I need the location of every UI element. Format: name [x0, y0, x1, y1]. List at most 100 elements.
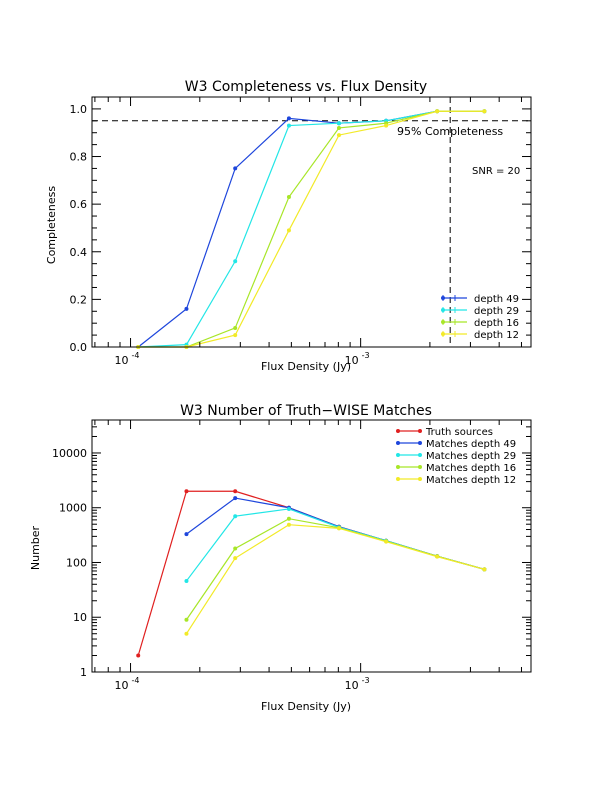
- legend-item: depth 29: [441, 306, 519, 317]
- y-tick-label: 10: [73, 611, 87, 624]
- completeness-chart: W3 Completeness vs. Flux Density Flux De…: [45, 79, 532, 373]
- data-point: [336, 526, 341, 531]
- plot-series: [136, 109, 487, 349]
- legend-item: Matches depth 49: [396, 439, 516, 450]
- data-point: [184, 489, 189, 494]
- data-point: [286, 522, 291, 527]
- series-line: [138, 110, 485, 348]
- data-point: [286, 506, 291, 511]
- data-point: [233, 496, 238, 501]
- legend-item: Matches depth 29: [396, 451, 516, 462]
- data-point: [482, 109, 487, 114]
- legend-marker: [396, 453, 400, 457]
- legend-marker: [396, 429, 400, 433]
- data-point: [336, 121, 341, 126]
- data-point: [286, 123, 291, 128]
- data-point: [233, 333, 238, 338]
- x-tick-label: 10: [115, 354, 129, 367]
- data-point: [233, 556, 238, 561]
- completeness-95-label: 95% Completeness: [397, 125, 503, 138]
- series-line: [138, 110, 485, 348]
- legend-label: Matches depth 29: [426, 451, 516, 462]
- x-tick-label-exponent: -4: [132, 351, 140, 360]
- data-point: [286, 116, 291, 121]
- y-tick-label: 0.0: [70, 341, 88, 354]
- data-point: [286, 516, 291, 521]
- legend-item: Matches depth 12: [396, 475, 516, 486]
- legend-marker: [441, 308, 445, 312]
- legend: Truth sources Matches depth 49 Matches d…: [396, 427, 516, 486]
- legend-label: Truth sources: [425, 427, 493, 438]
- series-line: [186, 497, 485, 570]
- y-tick-label: 1.0: [70, 103, 88, 116]
- data-point: [233, 166, 238, 171]
- y-tick-label: 1000: [59, 502, 87, 515]
- data-point: [384, 123, 389, 128]
- data-point: [233, 259, 238, 264]
- legend-item: Matches depth 16: [396, 463, 516, 474]
- matches-chart: W3 Number of Truth−WISE Matches Flux Den…: [29, 403, 532, 713]
- data-point: [233, 514, 238, 519]
- data-point: [233, 325, 238, 330]
- series-line: [138, 110, 485, 348]
- x-tick-label: 10: [345, 354, 359, 367]
- series-line: [137, 110, 485, 348]
- legend-item: Truth sources: [396, 427, 493, 438]
- data-point: [184, 578, 189, 583]
- plot-series: [136, 489, 487, 658]
- y-tick-label: 0.6: [70, 198, 88, 211]
- legend-marker: [396, 465, 400, 469]
- data-point: [184, 617, 189, 622]
- legend-marker: [441, 320, 445, 324]
- x-tick-label: 10: [115, 679, 129, 692]
- legend-marker: [418, 441, 422, 445]
- legend-marker: [441, 296, 445, 300]
- chart-title: W3 Completeness vs. Flux Density: [185, 79, 427, 95]
- legend-item: depth 12: [441, 330, 519, 341]
- data-point: [482, 567, 487, 572]
- x-tick-label-exponent: -4: [132, 676, 140, 685]
- data-point: [286, 195, 291, 199]
- series-line: [185, 524, 485, 635]
- y-tick-label: 10000: [52, 447, 87, 460]
- legend-label: depth 16: [474, 318, 519, 329]
- data-point: [384, 539, 389, 544]
- data-point: [336, 133, 341, 138]
- data-point: [435, 554, 440, 559]
- data-point: [184, 631, 189, 636]
- x-tick-label: 10: [345, 679, 359, 692]
- legend-marker: [441, 332, 445, 336]
- y-tick-label: 100: [66, 556, 87, 569]
- data-point: [336, 125, 341, 130]
- legend: depth 49 depth 29 depth 16 depth 12: [441, 294, 519, 341]
- legend-label: depth 12: [474, 330, 519, 341]
- snr-label: SNR = 20: [472, 166, 520, 177]
- data-point: [435, 109, 440, 114]
- y-tick-label: 0.4: [70, 246, 88, 259]
- data-point: [184, 306, 189, 311]
- y-axis-label: Completeness: [45, 186, 58, 264]
- x-axis-label: Flux Density (Jy): [261, 360, 351, 373]
- legend-label: depth 49: [474, 294, 519, 305]
- chart-title: W3 Number of Truth−WISE Matches: [180, 403, 432, 419]
- legend-marker: [418, 465, 422, 469]
- y-tick-label: 0.8: [70, 151, 88, 164]
- x-tick-label-exponent: -3: [362, 351, 370, 360]
- data-point: [233, 489, 238, 494]
- legend-label: Matches depth 12: [426, 475, 516, 486]
- data-point: [184, 532, 189, 537]
- legend-item: depth 49: [441, 294, 519, 305]
- data-point: [136, 653, 141, 658]
- data-point: [233, 546, 238, 551]
- data-point: [286, 228, 291, 233]
- legend-marker: [418, 429, 422, 433]
- series-line: [185, 518, 485, 621]
- legend-marker: [396, 441, 400, 445]
- legend-label: Matches depth 49: [426, 439, 516, 450]
- legend-marker: [396, 477, 400, 481]
- x-axis-label: Flux Density (Jy): [261, 700, 351, 713]
- plot-frame: [91, 96, 532, 348]
- legend-label: Matches depth 16: [426, 463, 516, 474]
